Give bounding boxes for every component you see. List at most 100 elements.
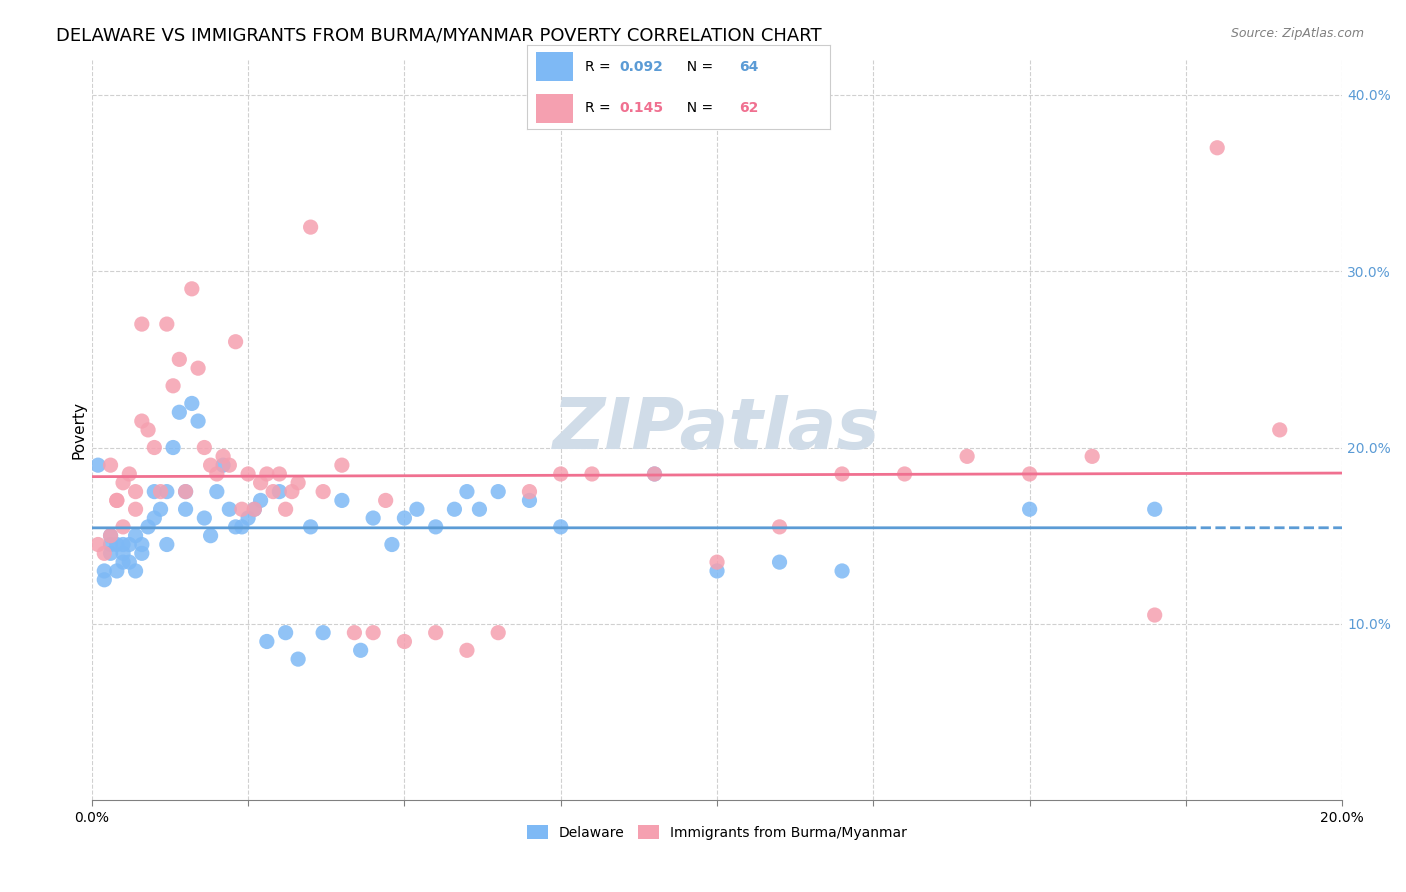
Point: [236, 467, 259, 481]
Point: [200, 529, 222, 543]
Point: [162, 441, 184, 455]
Point: [1143, 502, 1166, 516]
Point: [262, 484, 284, 499]
Point: [831, 564, 853, 578]
Point: [1143, 608, 1166, 623]
Point: [299, 220, 322, 235]
Point: [87, 458, 110, 472]
Point: [156, 317, 179, 331]
Point: [249, 475, 271, 490]
Point: [100, 458, 122, 472]
Point: [105, 493, 128, 508]
Point: [156, 484, 179, 499]
Text: 62: 62: [740, 101, 758, 115]
Point: [350, 643, 373, 657]
Point: [312, 625, 335, 640]
Point: [299, 520, 322, 534]
Point: [406, 502, 429, 516]
Point: [180, 396, 202, 410]
Point: [100, 529, 122, 543]
Point: [118, 467, 141, 481]
Text: Source: ZipAtlas.com: Source: ZipAtlas.com: [1230, 27, 1364, 40]
Point: [361, 511, 384, 525]
Text: R =: R =: [585, 101, 614, 115]
Point: [956, 450, 979, 464]
Point: [118, 537, 141, 551]
Point: [486, 484, 509, 499]
Point: [105, 493, 128, 508]
Point: [187, 414, 209, 428]
Point: [394, 511, 416, 525]
Point: [243, 502, 266, 516]
Point: [256, 467, 278, 481]
Point: [218, 458, 240, 472]
Point: [131, 537, 153, 551]
Point: [287, 475, 309, 490]
Point: [768, 555, 790, 569]
Point: [274, 502, 297, 516]
Point: [394, 634, 416, 648]
Point: [212, 458, 235, 472]
Point: [136, 520, 159, 534]
Point: [131, 546, 153, 560]
Point: [131, 317, 153, 331]
Point: [124, 564, 146, 578]
Text: 64: 64: [740, 60, 758, 74]
Point: [1268, 423, 1291, 437]
Bar: [536, 94, 572, 122]
Point: [456, 643, 478, 657]
Point: [425, 625, 447, 640]
Point: [374, 493, 396, 508]
Point: [93, 564, 115, 578]
Point: [174, 502, 197, 516]
Point: [112, 520, 135, 534]
Text: DELAWARE VS IMMIGRANTS FROM BURMA/MYANMAR POVERTY CORRELATION CHART: DELAWARE VS IMMIGRANTS FROM BURMA/MYANMA…: [56, 27, 823, 45]
Point: [193, 511, 215, 525]
Point: [162, 379, 184, 393]
Point: [443, 502, 465, 516]
Point: [581, 467, 603, 481]
Point: [893, 467, 915, 481]
Point: [100, 546, 122, 560]
Point: [100, 537, 122, 551]
Point: [231, 520, 253, 534]
Point: [200, 458, 222, 472]
Point: [330, 458, 353, 472]
Point: [93, 546, 115, 560]
Point: [644, 467, 666, 481]
Point: [174, 484, 197, 499]
Point: [343, 625, 366, 640]
Point: [468, 502, 491, 516]
Point: [180, 282, 202, 296]
Point: [287, 652, 309, 666]
Point: [136, 423, 159, 437]
Point: [205, 467, 228, 481]
Point: [381, 537, 404, 551]
Point: [118, 555, 141, 569]
Text: 0.092: 0.092: [620, 60, 664, 74]
Point: [100, 529, 122, 543]
Point: [112, 537, 135, 551]
Point: [550, 467, 572, 481]
Point: [143, 441, 166, 455]
Point: [87, 537, 110, 551]
Point: [644, 467, 666, 481]
Point: [706, 555, 728, 569]
Text: 0.145: 0.145: [620, 101, 664, 115]
Point: [231, 502, 253, 516]
Point: [105, 537, 128, 551]
Point: [105, 564, 128, 578]
Point: [93, 573, 115, 587]
Point: [425, 520, 447, 534]
Y-axis label: Poverty: Poverty: [72, 401, 86, 458]
Point: [124, 484, 146, 499]
Point: [131, 414, 153, 428]
Point: [205, 484, 228, 499]
Point: [156, 537, 179, 551]
Point: [1018, 502, 1040, 516]
Text: R =: R =: [585, 60, 614, 74]
Point: [486, 625, 509, 640]
Point: [143, 511, 166, 525]
Point: [225, 334, 247, 349]
Point: [519, 484, 541, 499]
